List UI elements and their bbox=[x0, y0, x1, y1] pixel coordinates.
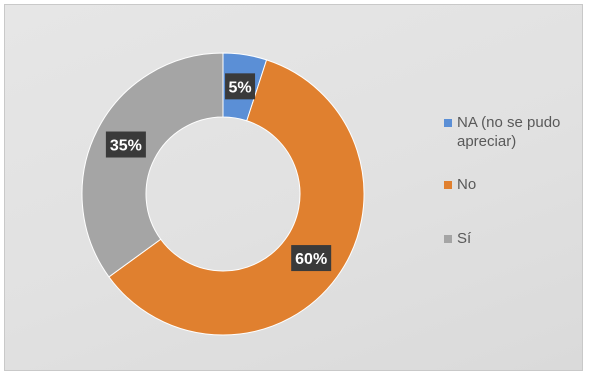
data-label-box bbox=[225, 73, 256, 100]
legend-item-no: No bbox=[444, 175, 581, 194]
data-label-no: 60% bbox=[291, 245, 332, 272]
data-label-text: 35% bbox=[110, 138, 142, 155]
legend-label-no: No bbox=[457, 176, 477, 193]
data-labels-group: 5% 60% 35% bbox=[105, 73, 332, 272]
legend-swatch-si bbox=[444, 235, 452, 243]
data-label-text: 5% bbox=[228, 79, 251, 96]
legend-label-si: Sí bbox=[457, 230, 472, 247]
legend-label-na: NA (no se pudo apreciar) bbox=[457, 114, 561, 150]
doughnut-chart: 5% 60% 35% bbox=[81, 52, 365, 336]
data-label-na: 5% bbox=[225, 73, 256, 100]
data-label-text: 60% bbox=[295, 251, 327, 268]
data-label-box bbox=[291, 245, 332, 272]
legend-swatch-no bbox=[444, 181, 452, 189]
legend-item-na: NA (no se pudo apreciar) bbox=[444, 113, 581, 151]
chart-frame: 5% 60% 35% NA (no se pudo apreciar) No Sí bbox=[4, 4, 583, 371]
data-label-box bbox=[105, 131, 146, 158]
legend-swatch-na bbox=[444, 119, 452, 127]
legend-item-si: Sí bbox=[444, 229, 581, 248]
data-label-si: 35% bbox=[105, 131, 146, 158]
slice-si bbox=[81, 52, 224, 278]
slices-group bbox=[81, 52, 365, 336]
